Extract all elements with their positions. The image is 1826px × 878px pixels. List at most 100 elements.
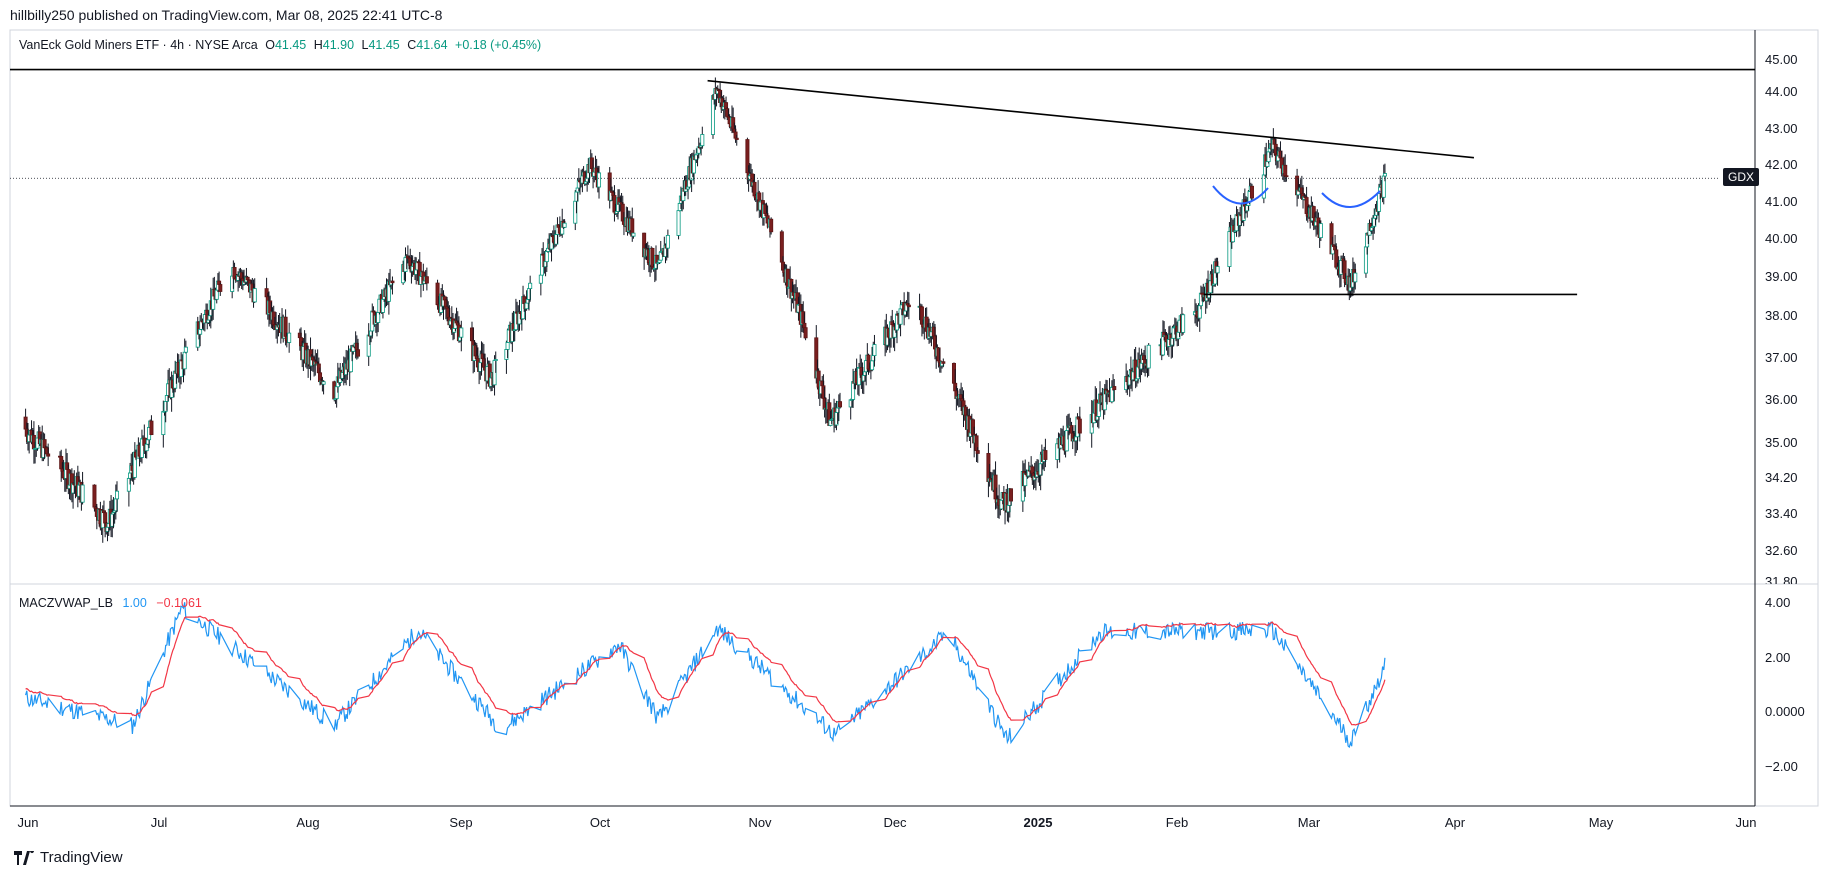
- candle-body: [1283, 164, 1288, 177]
- price-tick-label: 40.00: [1765, 231, 1798, 246]
- price-tick-label: 38.00: [1765, 308, 1798, 323]
- price-tick-label: 33.40: [1765, 506, 1798, 521]
- candle-body: [941, 361, 946, 364]
- candle-body: [505, 342, 510, 350]
- price-tick-label: 44.00: [1765, 84, 1798, 99]
- candle-body: [752, 181, 757, 197]
- candle-body: [1181, 314, 1186, 333]
- candle-body: [252, 288, 257, 303]
- candle-body: [424, 276, 429, 284]
- indicator-tick-label: 4.00: [1765, 595, 1791, 610]
- candle-body: [1353, 272, 1358, 283]
- descending-trendline: [707, 79, 1475, 159]
- candle-body: [459, 327, 464, 338]
- candle-body: [1043, 450, 1048, 460]
- candle-body: [356, 349, 361, 357]
- candle-body: [115, 490, 120, 500]
- candle-body: [870, 360, 875, 371]
- time-tick-label: 2025: [1023, 815, 1053, 830]
- candle-body: [390, 280, 395, 284]
- indicator-tick-label: −2.00: [1765, 759, 1798, 774]
- candle-body: [528, 282, 533, 290]
- time-tick-label: Sep: [449, 815, 473, 830]
- close-value: 41.64: [416, 38, 448, 52]
- price-tick-label: 31.80: [1765, 574, 1798, 584]
- change-value: +0.18 (+0.45%): [455, 38, 542, 52]
- candle-body: [524, 302, 529, 310]
- time-tick-label: Mar: [1297, 815, 1321, 830]
- candle-body: [218, 284, 223, 292]
- candle-body: [631, 232, 636, 237]
- candle-body: [80, 484, 85, 503]
- brand-name: TradingView: [40, 849, 123, 866]
- candle-body: [1112, 386, 1117, 391]
- open-label: O: [265, 38, 275, 52]
- candle-body: [650, 247, 655, 267]
- candle-body: [287, 332, 292, 343]
- candle-body: [103, 512, 108, 524]
- time-tick-label: Jun: [1735, 815, 1757, 830]
- chart-frame: [9, 29, 1819, 807]
- price-tick-label: 35.00: [1765, 435, 1798, 450]
- time-tick-label: May: [1588, 815, 1614, 830]
- candle-body: [1284, 175, 1289, 178]
- candle-body: [92, 484, 97, 508]
- indicator-value-1: 1.00: [122, 596, 147, 610]
- indicator-name: MACZVWAP_LB: [19, 596, 114, 610]
- low-label: L: [361, 38, 369, 52]
- candle-body: [562, 222, 567, 228]
- publisher-line: hillbilly250 published on TradingView.co…: [10, 7, 443, 23]
- tradingview-brand[interactable]: TradingView: [14, 849, 123, 866]
- high-label: H: [313, 38, 323, 52]
- candle-body: [975, 450, 980, 454]
- candle-body: [321, 381, 326, 385]
- candle-body: [734, 137, 739, 140]
- candle-body: [46, 453, 51, 457]
- candle-body: [802, 322, 807, 329]
- time-tick-label: Oct: [589, 815, 611, 830]
- time-tick-label: Dec: [883, 815, 907, 830]
- price-tick-label: 36.00: [1765, 392, 1798, 407]
- price-tick-label: 42.00: [1765, 157, 1798, 172]
- candle-body: [665, 235, 670, 249]
- candle-body: [1249, 185, 1254, 199]
- time-tick-label: Aug: [296, 815, 320, 830]
- tradingview-logo-icon: [14, 850, 34, 865]
- time-tick-label: Apr: [1444, 815, 1466, 830]
- cup-arc-left: [1212, 185, 1269, 205]
- price-tick-label: 37.00: [1765, 350, 1798, 365]
- price-tick-label: 34.20: [1765, 470, 1798, 485]
- time-tick-label: Jul: [150, 815, 168, 830]
- candle-body: [522, 296, 527, 304]
- main-legend: VanEck Gold Miners ETF · 4h · NYSE Arca …: [19, 38, 541, 52]
- candle-body: [183, 346, 188, 353]
- candle-body: [544, 251, 549, 263]
- candle-body: [1382, 173, 1387, 177]
- candle-body: [769, 218, 774, 233]
- symbol-price-tag: GDX: [1723, 168, 1760, 186]
- candle-body: [597, 172, 602, 188]
- candle-body: [906, 304, 911, 308]
- candle-body: [1077, 418, 1082, 434]
- indicator-value-2: −0.1061: [156, 596, 202, 610]
- candle-body: [838, 401, 843, 408]
- price-tick-label: 41.00: [1765, 194, 1798, 209]
- candle-body: [1146, 344, 1151, 369]
- open-value: 41.45: [274, 38, 307, 52]
- indicator-tick-label: 2.00: [1765, 650, 1791, 665]
- time-tick-label: Nov: [748, 815, 772, 830]
- candle-body: [1215, 266, 1220, 274]
- candle-body: [538, 274, 543, 284]
- low-value: 41.45: [368, 38, 400, 52]
- candle-body: [149, 420, 154, 436]
- candle-body: [872, 344, 877, 356]
- candle-body: [144, 443, 149, 452]
- cup-arc-right: [1321, 190, 1381, 208]
- indicator-line: [25, 602, 1386, 749]
- candle-body: [676, 210, 681, 236]
- candle-body: [182, 351, 187, 370]
- candle-body: [1008, 488, 1013, 502]
- price-tick-label: 32.60: [1765, 543, 1798, 558]
- indicator-legend: MACZVWAP_LB 1.00 −0.1061: [19, 596, 202, 610]
